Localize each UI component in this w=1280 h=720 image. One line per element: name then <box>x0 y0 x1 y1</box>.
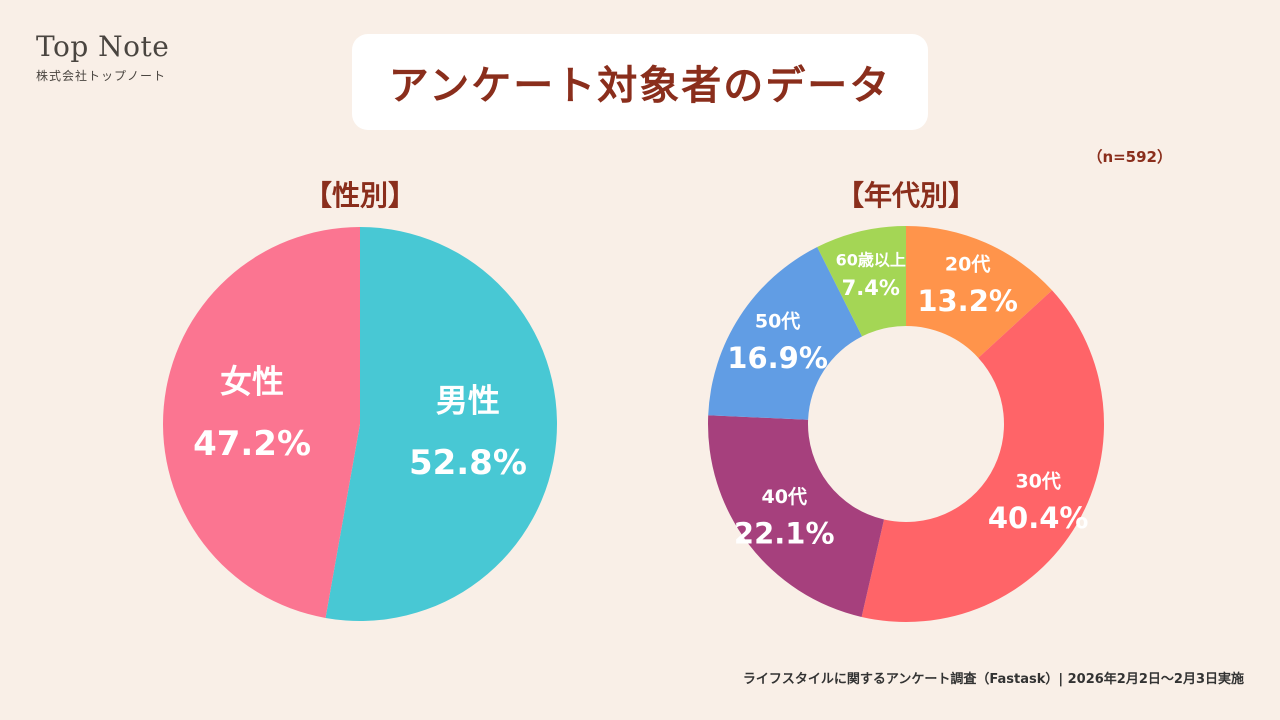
age-slice-value-0: 13.2% <box>917 284 1018 318</box>
age-slice-label-4: 60歳以上 <box>836 251 906 270</box>
age-slice-3 <box>708 247 863 420</box>
age-chart-title: 【年代別】 <box>835 179 976 212</box>
age-slice-0 <box>906 226 1053 358</box>
gender-slice-value-1: 47.2% <box>193 424 311 464</box>
company-logo: Top Note 株式会社トップノート <box>36 30 169 84</box>
age-slice-label-3: 50代 <box>755 310 800 332</box>
age-slice-label-0: 20代 <box>945 253 990 275</box>
age-slice-value-1: 40.4% <box>988 501 1089 535</box>
age-slice-2 <box>708 415 885 617</box>
page-title: アンケート対象者のデータ <box>388 63 892 109</box>
age-slice-value-3: 16.9% <box>727 341 828 375</box>
title-banner: アンケート対象者のデータ <box>352 34 928 130</box>
age-slice-1 <box>861 290 1104 622</box>
gender-slice-0 <box>325 227 558 622</box>
age-slice-value-4: 7.4% <box>842 276 900 300</box>
gender-slice-label-0: 男性 <box>436 382 500 420</box>
gender-slice-label-1: 女性 <box>220 362 284 400</box>
logo-company-name: 株式会社トップノート <box>36 69 167 83</box>
logo-wordmark: Top Note <box>36 30 170 63</box>
gender-chart-title: 【性別】 <box>303 179 416 212</box>
age-slice-4 <box>817 226 906 337</box>
survey-source-footer: ライフスタイルに関するアンケート調査（Fastask）| 2026年2月2日〜2… <box>742 672 1244 687</box>
gender-slice-value-0: 52.8% <box>409 443 527 483</box>
age-slice-label-2: 40代 <box>762 486 807 508</box>
age-slice-label-1: 30代 <box>1015 471 1060 493</box>
sample-size-label: （n=592） <box>1087 148 1172 166</box>
gender-slice-1 <box>163 227 360 618</box>
age-slice-value-2: 22.1% <box>734 517 835 551</box>
